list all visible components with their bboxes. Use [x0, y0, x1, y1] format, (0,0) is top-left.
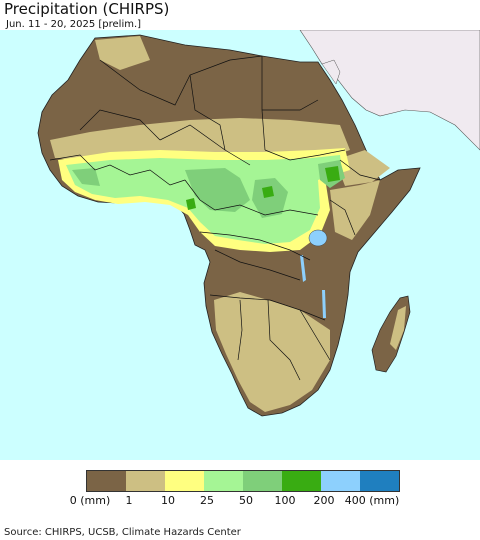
legend-label: 25 [200, 494, 214, 507]
rain-band-green [72, 160, 345, 218]
legend-swatch-5 [282, 471, 321, 491]
legend-swatch-3 [204, 471, 243, 491]
legend-label: 0 (mm) [69, 494, 111, 507]
legend-swatch-6 [321, 471, 360, 491]
source-credit: Source: CHIRPS, UCSB, Climate Hazards Ce… [4, 527, 241, 538]
legend-color-bar [86, 470, 400, 492]
lake-victoria [308, 229, 328, 247]
map-date-range: Jun. 11 - 20, 2025 [prelim.] [6, 19, 142, 30]
lake-tanganyika [300, 255, 306, 282]
country-borders [49, 55, 381, 381]
southern-africa-tan [214, 292, 330, 412]
legend-label: 50 [239, 494, 253, 507]
legend-label: 10 [161, 494, 175, 507]
africa-map-svg [37, 29, 480, 417]
map-title: Precipitation (CHIRPS) [4, 0, 170, 18]
northwest-tan [95, 36, 150, 70]
legend-swatch-2 [165, 471, 204, 491]
ethiopia-highland-tan [335, 150, 390, 186]
legend-label: 200 [313, 494, 335, 507]
heavy-rain-spots [186, 166, 340, 210]
east-africa-tan [330, 180, 380, 240]
legend-swatch-1 [126, 471, 165, 491]
legend-labels: 0 (mm) 1 10 25 50 100 200 400 (mm) [70, 494, 426, 508]
legend-swatch-7 [360, 471, 399, 491]
precipitation-legend: 0 (mm) 1 10 25 50 100 200 400 (mm) [70, 470, 400, 507]
legend-label: 1 [125, 494, 133, 507]
legend-swatch-0 [87, 471, 126, 491]
madagascar-east-tan [390, 306, 406, 350]
lake-malawi [322, 290, 326, 318]
legend-swatch-4 [243, 471, 282, 491]
legend-label: 100 [274, 494, 296, 507]
legend-label: 400 (mm) [344, 494, 400, 507]
precipitation-map [0, 29, 480, 460]
sahel-tan-band [50, 118, 350, 162]
sinai-outside-land [321, 59, 341, 85]
